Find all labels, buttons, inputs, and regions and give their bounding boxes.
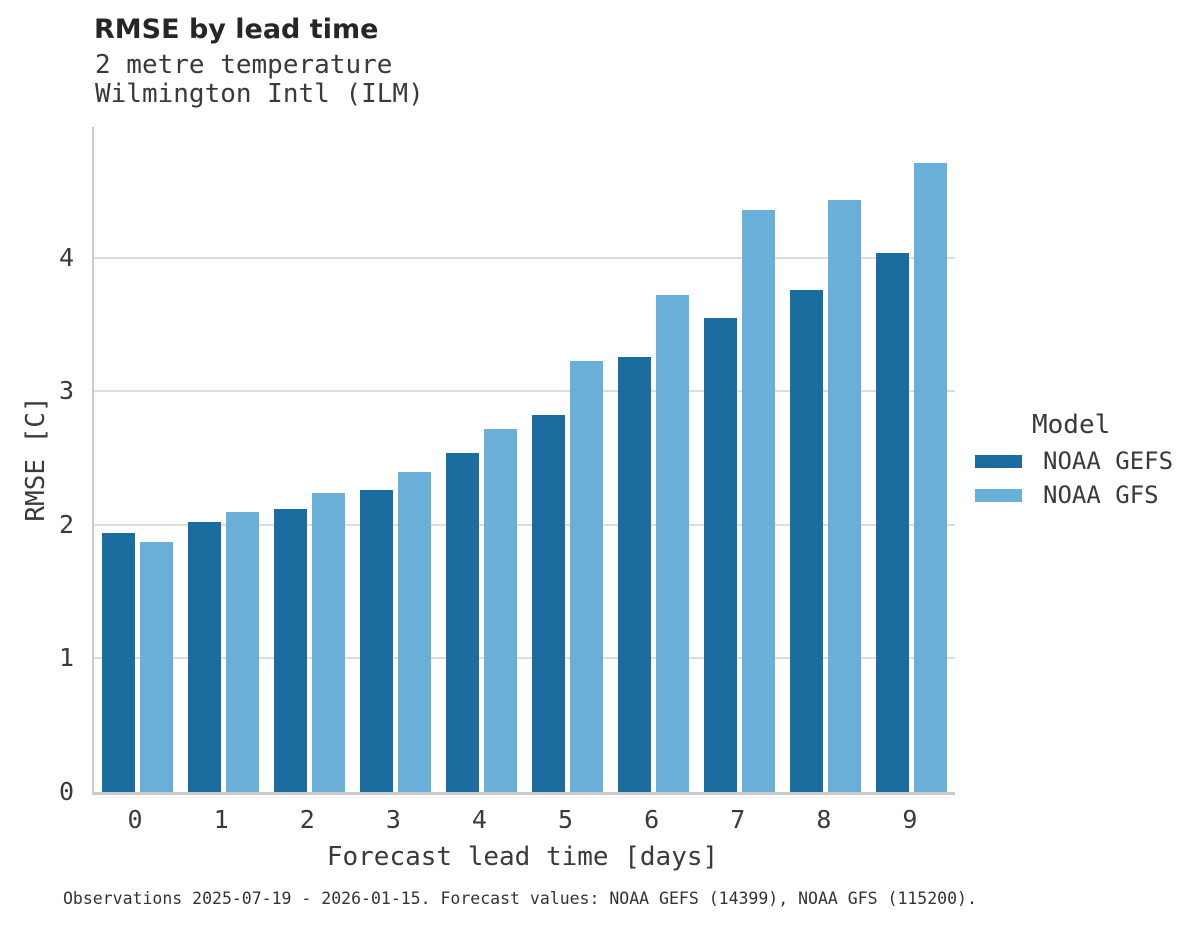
x-tick-7: 7: [730, 805, 746, 834]
y-tick-2: 2: [58, 509, 74, 539]
bar-noaa-gfs-day-4: [483, 428, 517, 792]
bar-noaa-gefs-day-2: [273, 508, 307, 792]
bar-noaa-gefs-day-8: [790, 289, 824, 792]
bar-noaa-gfs-day-8: [828, 200, 862, 792]
bar-noaa-gfs-day-5: [570, 360, 604, 792]
x-tick-4: 4: [471, 805, 487, 834]
bar-noaa-gefs-day-5: [532, 415, 566, 792]
legend-label-noaa-gfs: NOAA GFS: [1043, 481, 1159, 509]
legend-swatch-noaa-gefs: [975, 454, 1022, 468]
legend-label-noaa-gefs: NOAA GEFS: [1043, 447, 1174, 475]
bar-group-day-3: [352, 127, 438, 792]
bar-noaa-gfs-day-3: [397, 471, 431, 792]
x-axis-ticks: 0 1 2 3 4 5 6 7 8 9: [92, 804, 953, 836]
bar-group-day-2: [266, 127, 352, 792]
x-tick-9: 9: [902, 805, 918, 834]
bar-noaa-gfs-day-9: [914, 163, 948, 792]
bar-noaa-gefs-day-3: [359, 490, 393, 792]
chart-title: RMSE by lead time: [94, 14, 379, 45]
bar-group-day-1: [180, 127, 266, 792]
y-axis-ticks: 0 1 2 3 4: [0, 127, 74, 806]
gridline-y-3: [94, 390, 955, 393]
legend-item-noaa-gefs: NOAA GEFS: [968, 444, 1195, 478]
y-tick-4: 4: [58, 242, 74, 272]
bar-group-day-8: [783, 127, 869, 792]
footnote-caption: Observations 2025-07-19 - 2026-01-15. Fo…: [63, 889, 977, 908]
bar-group-day-9: [869, 127, 955, 792]
bar-noaa-gefs-day-4: [445, 452, 479, 792]
x-tick-0: 0: [127, 805, 143, 834]
bar-noaa-gefs-day-0: [101, 532, 135, 792]
bar-noaa-gefs-day-6: [618, 356, 652, 792]
bar-groups: [94, 127, 955, 792]
legend-item-noaa-gfs: NOAA GFS: [968, 478, 1195, 512]
bar-noaa-gefs-day-9: [876, 252, 910, 792]
y-tick-0: 0: [58, 777, 74, 806]
legend: Model NOAA GEFS NOAA GFS: [968, 409, 1195, 512]
x-tick-8: 8: [816, 805, 832, 834]
plot-area: [92, 127, 955, 795]
gridline-y-2: [94, 523, 955, 526]
bar-noaa-gfs-day-2: [311, 492, 345, 792]
bar-noaa-gefs-day-7: [704, 317, 738, 792]
bar-group-day-6: [611, 127, 697, 792]
bar-noaa-gefs-day-1: [187, 522, 221, 792]
x-tick-2: 2: [299, 805, 315, 834]
chart-subtitle-variable: 2 metre temperature: [95, 50, 393, 80]
x-tick-3: 3: [385, 805, 401, 834]
x-axis-label: Forecast lead time [days]: [326, 842, 719, 872]
legend-swatch-noaa-gfs: [975, 488, 1022, 502]
bar-group-day-4: [438, 127, 524, 792]
bar-group-day-5: [524, 127, 610, 792]
bar-noaa-gfs-day-0: [139, 542, 173, 792]
y-tick-1: 1: [58, 643, 74, 673]
bar-group-day-7: [697, 127, 783, 792]
bar-noaa-gfs-day-7: [742, 209, 776, 792]
x-tick-1: 1: [213, 805, 229, 834]
bar-group-day-0: [94, 127, 180, 792]
chart-subtitle-station: Wilmington Intl (ILM): [95, 79, 424, 109]
x-tick-5: 5: [558, 805, 574, 834]
gridline-y-1: [94, 657, 955, 660]
x-tick-6: 6: [644, 805, 660, 834]
y-tick-3: 3: [58, 376, 74, 406]
bar-noaa-gfs-day-1: [225, 511, 259, 792]
gridline-y-4: [94, 256, 955, 259]
bar-noaa-gfs-day-6: [656, 295, 690, 792]
legend-title: Model: [1032, 410, 1111, 440]
